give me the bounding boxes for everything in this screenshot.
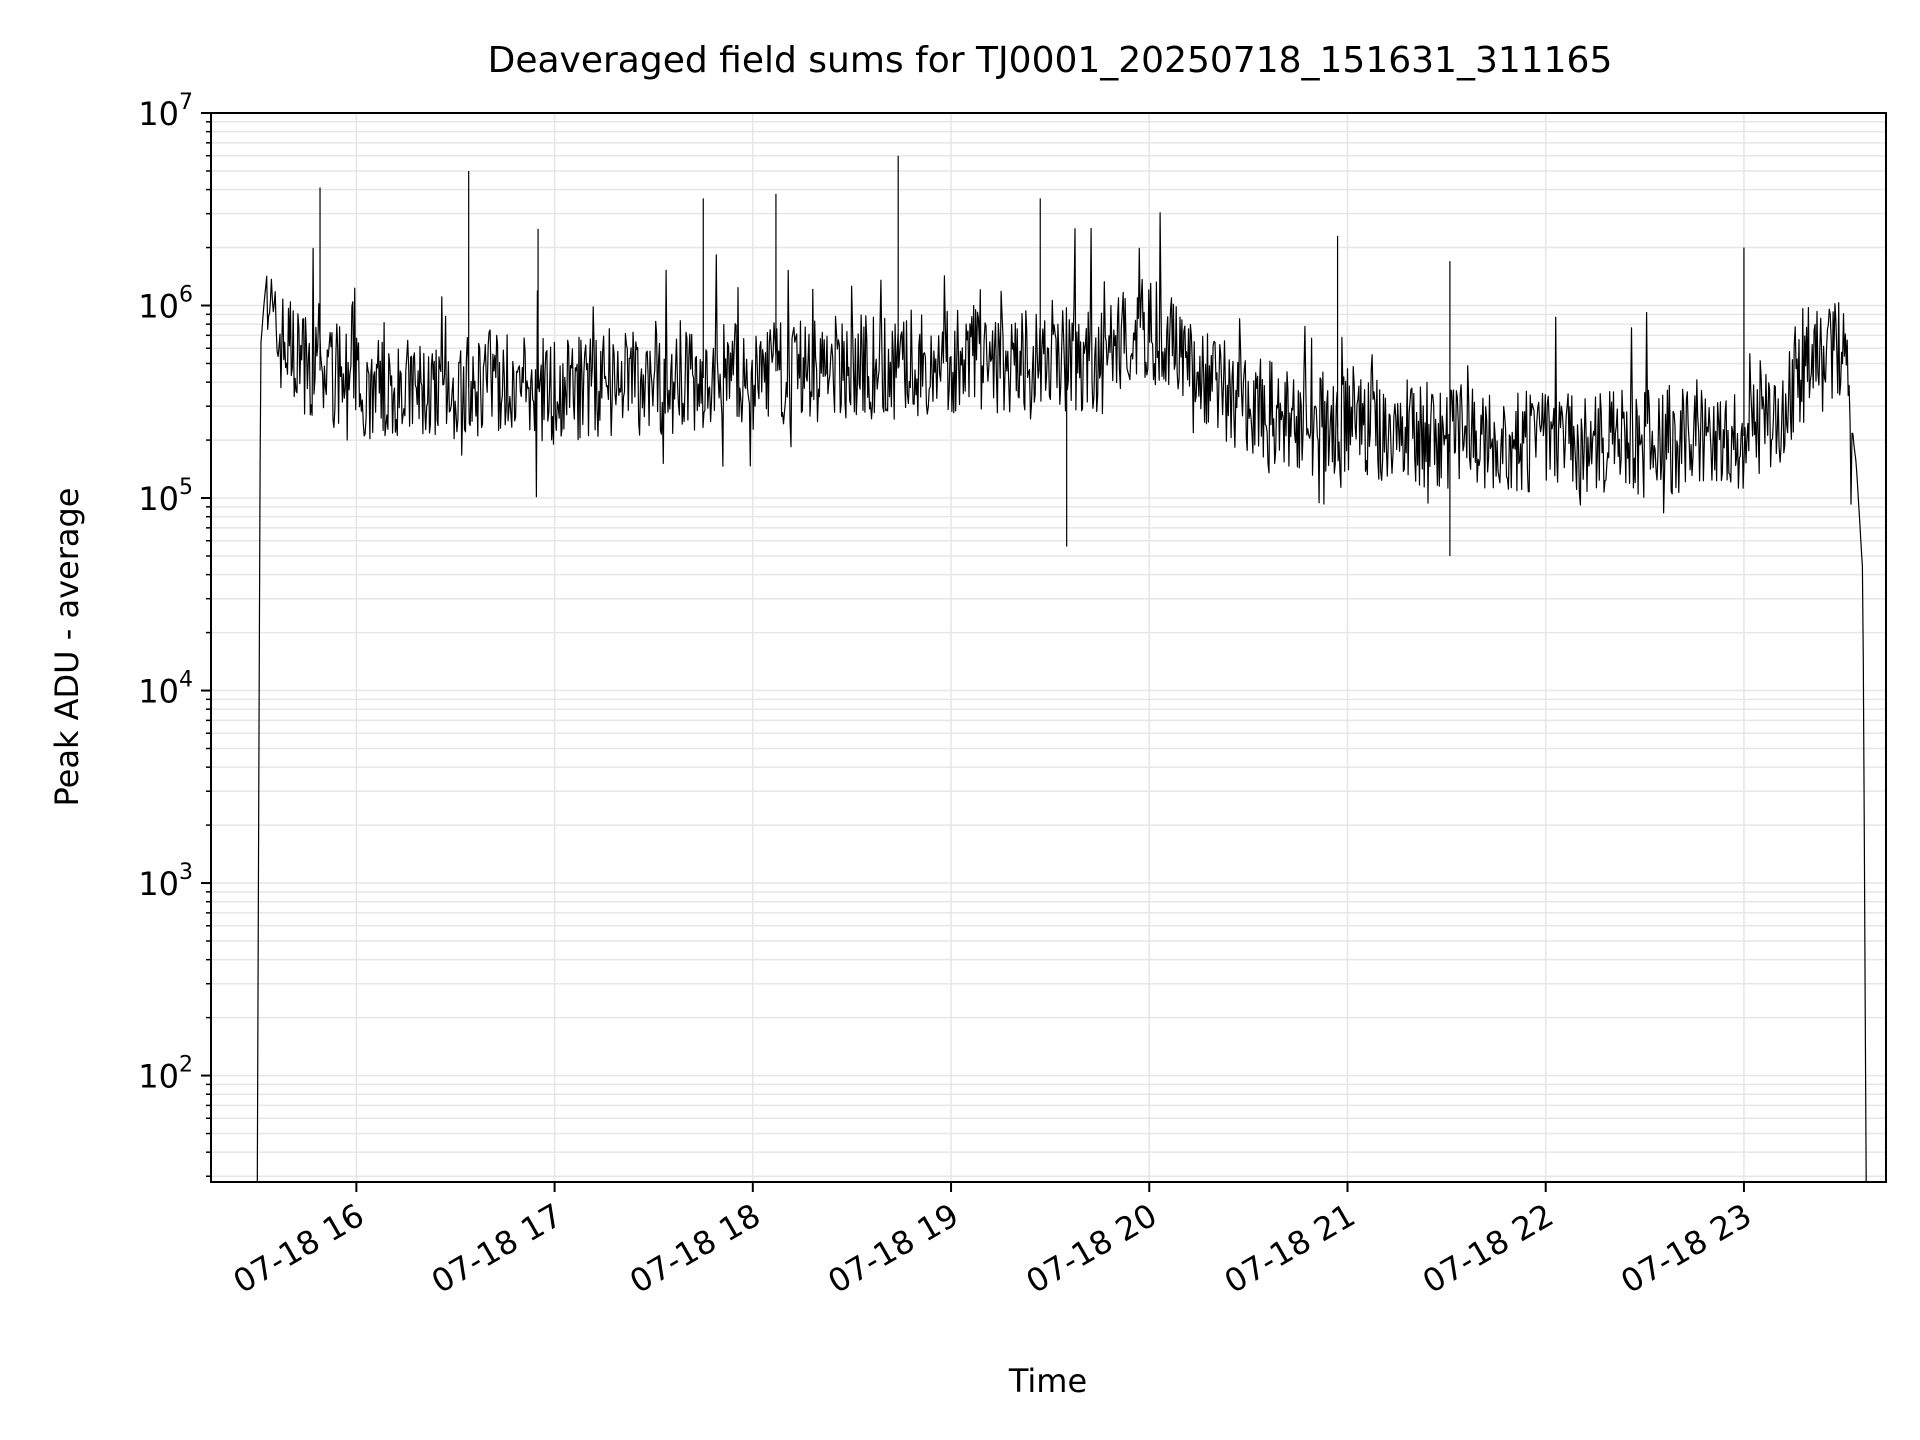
x-tick-label: 07-18 18 [623,1196,767,1301]
x-axis-label: Time [1008,1362,1087,1400]
x-tick-label: 07-18 23 [1614,1196,1758,1301]
spikes [319,155,1745,556]
y-gridlines [211,112,1886,1177]
x-tick-label: 07-18 17 [425,1196,569,1301]
y-tick-label: 102 [138,1053,193,1096]
x-tick-label: 07-18 20 [1020,1196,1164,1301]
y-tick-label: 105 [138,475,193,518]
y-tick-label: 106 [138,283,193,326]
y-tick-label: 103 [138,860,193,903]
chart-title: Deaveraged field sums for TJ0001_2025071… [488,40,1613,81]
x-gridlines [355,113,1745,1182]
y-ticks: 102 103 104 105 106 107 [138,90,211,1177]
x-tick-label: 07-18 21 [1218,1196,1362,1301]
y-tick-label: 104 [138,668,193,711]
x-tick-label: 07-18 22 [1416,1196,1560,1301]
x-tick-label: 07-18 19 [821,1196,965,1301]
y-tick-label: 107 [138,90,193,133]
plot-frame [210,112,1887,1183]
x-ticks: 07-18 16 07-18 17 07-18 18 07-18 19 07-18 20… [227,1182,1758,1301]
y-axis-label: Peak ADU - average [48,488,86,807]
x-tick-label: 07-18 16 [227,1196,371,1301]
series-line [256,212,1867,1183]
